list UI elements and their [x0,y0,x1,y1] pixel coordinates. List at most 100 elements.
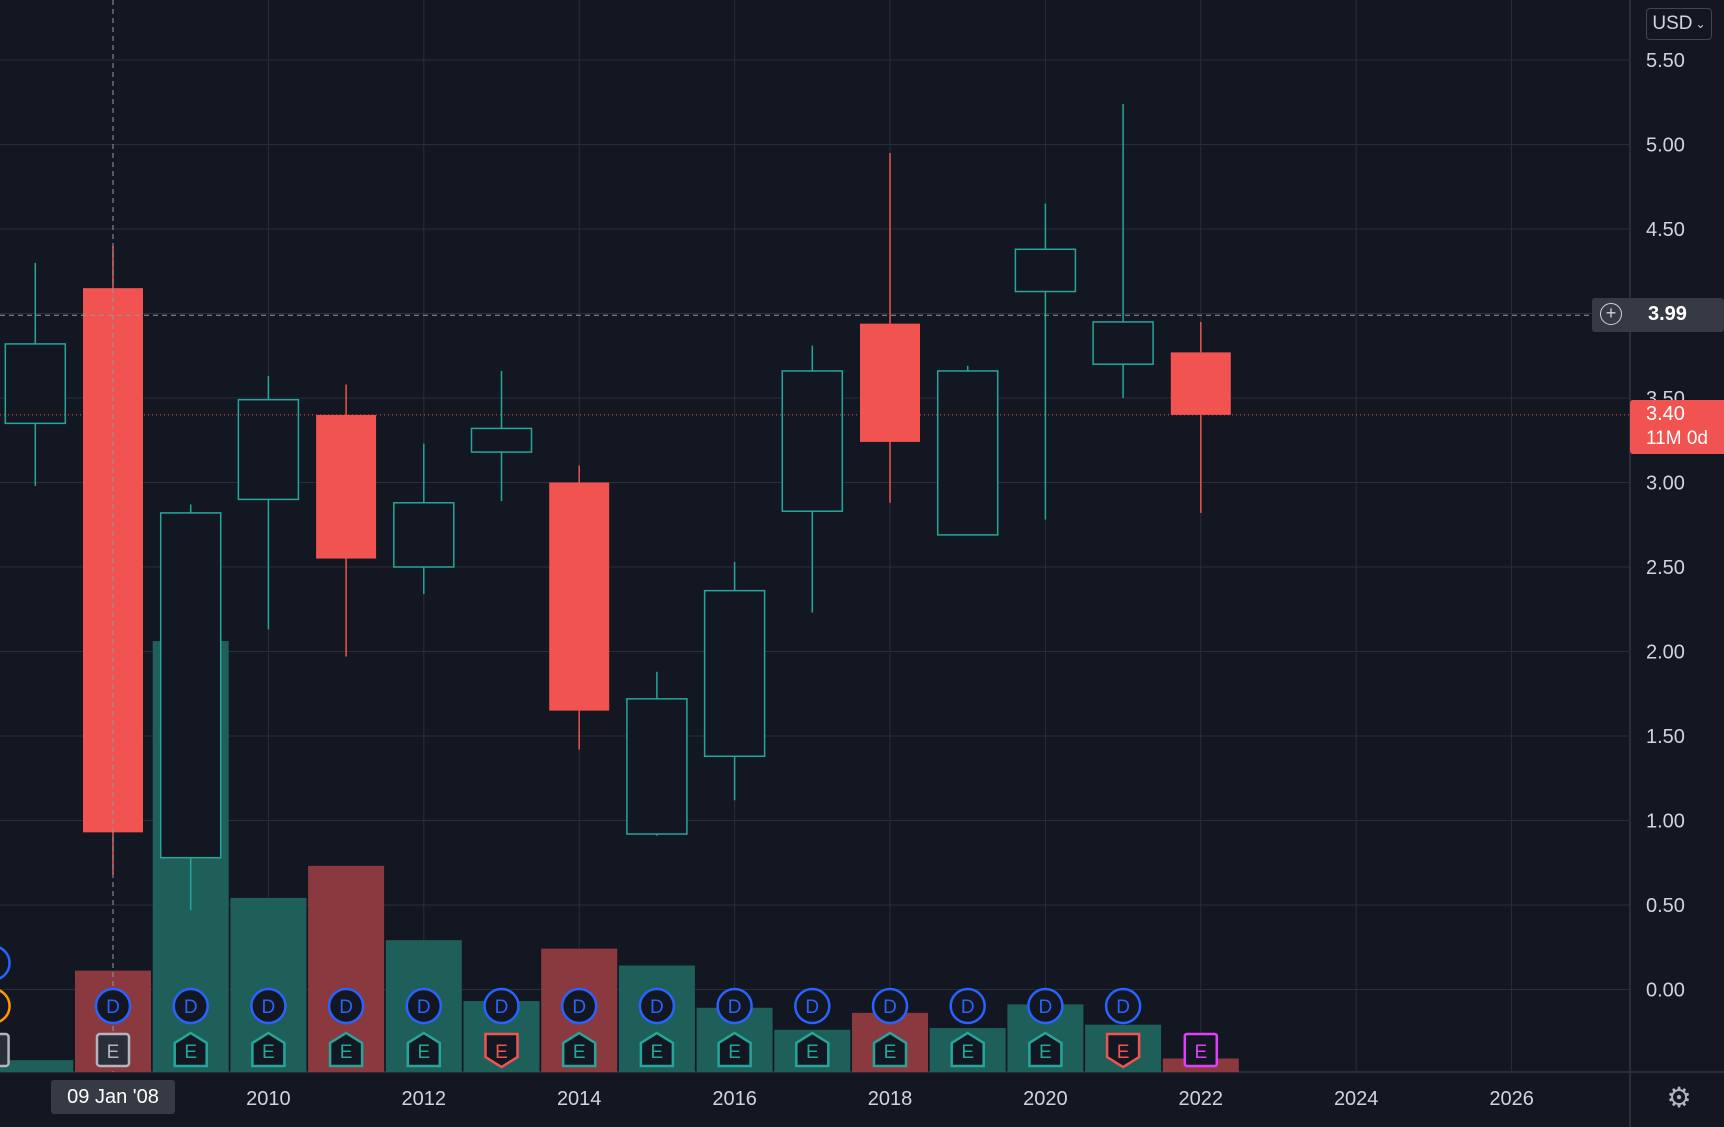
crosshair-price-tag[interactable]: + 3.99 [1592,298,1724,332]
candle[interactable] [860,152,920,503]
split-marker[interactable]: S [0,989,11,1023]
gear-icon[interactable]: ⚙ [1666,1082,1692,1113]
dividend-marker[interactable]: D [327,987,365,1025]
earnings-marker-label: E [806,1042,819,1063]
earnings-marker-label: E [1194,1042,1207,1063]
earnings-marker[interactable]: E [795,1031,830,1068]
dividend-marker-ring [172,987,209,1025]
dividend-marker-ring [871,987,909,1025]
dividend-marker[interactable]: D [405,987,443,1025]
dividend-marker-label: D [650,997,664,1018]
dividend-marker[interactable]: D [94,987,132,1025]
currency-label: USD [1652,13,1693,34]
dividend-marker[interactable]: D [250,987,287,1025]
earnings-marker-shape [639,1031,675,1068]
dividend-marker-ring [638,987,676,1025]
earnings-marker[interactable]: E [639,1031,675,1068]
candle[interactable] [316,384,377,657]
candle[interactable] [470,370,533,502]
dividend-marker[interactable]: D [172,987,209,1025]
dividend-marker-ring [405,987,443,1025]
earnings-marker[interactable]: E [950,1031,985,1068]
y-tick-label: 1.00 [1646,811,1685,833]
candle-body [781,370,844,512]
y-tick-label: 5.50 [1646,50,1685,72]
earnings-marker[interactable]: E [406,1031,442,1068]
earnings-marker[interactable]: E [561,1031,597,1068]
candle[interactable] [159,504,222,911]
x-tick-label: 2018 [868,1088,913,1110]
dividend-marker[interactable]: D [560,987,598,1025]
dividend-marker-label: D [1039,997,1053,1018]
dividend-marker-ring [794,987,831,1025]
dividend-marker-ring [327,987,365,1025]
dividend-marker[interactable]: D [1027,987,1064,1025]
dividend-marker-label: D [1116,997,1130,1018]
earnings-marker[interactable]: E [1183,1032,1219,1068]
earnings-marker-box [95,1032,131,1068]
candle[interactable] [781,345,844,613]
earnings-marker[interactable]: E [173,1031,208,1068]
earnings-marker-label: E [1039,1042,1052,1063]
dividend-marker[interactable]: D [483,987,520,1025]
earnings-marker-label: E [1117,1042,1130,1063]
candle[interactable] [936,365,999,536]
earnings-marker-label: E [728,1042,741,1063]
earnings-marker[interactable]: E [0,1032,10,1068]
dividend-marker[interactable]: D [949,987,986,1025]
dividend-marker-label: D [339,997,353,1018]
earnings-marker[interactable]: E [1105,1032,1141,1069]
earnings-marker[interactable]: E [328,1031,364,1068]
candle[interactable] [393,443,455,595]
earnings-marker-label: E [495,1042,508,1063]
earnings-marker[interactable]: E [251,1031,286,1068]
x-tick-label: 2012 [402,1088,447,1110]
candle-body [237,398,300,501]
bar-countdown: 11M 0d [1646,428,1708,449]
earnings-marker[interactable]: E [1028,1031,1063,1068]
earnings-marker-shape [950,1031,985,1068]
dividend-marker[interactable]: D [794,987,831,1025]
earnings-marker[interactable]: E [484,1032,519,1069]
earnings-marker-label: E [184,1042,197,1063]
earnings-marker-shape [484,1032,519,1069]
candle[interactable] [4,262,67,486]
earnings-marker[interactable]: E [717,1031,752,1068]
dividend-marker[interactable]: D [716,987,753,1025]
candle-body [1092,321,1154,365]
earnings-marker[interactable]: E [872,1031,908,1068]
dividend-marker[interactable]: D [0,946,11,980]
candle-body [549,482,610,711]
earnings-marker-shape [561,1031,597,1068]
y-tick-label: 2.00 [1646,642,1685,664]
earnings-marker[interactable]: E [95,1032,131,1068]
candle-body [626,698,688,835]
candle-body [1170,352,1231,415]
dividend-marker-ring [250,987,287,1025]
candle[interactable] [626,671,688,836]
candle[interactable] [1092,103,1154,398]
candle-body [1014,248,1077,293]
dividend-marker[interactable]: D [871,987,909,1025]
candle[interactable] [549,465,610,750]
dividend-marker[interactable]: D [638,987,676,1025]
y-tick-label: 2.50 [1646,557,1685,579]
candle[interactable] [1014,203,1077,520]
candle-body [703,589,766,758]
earnings-marker-label: E [961,1042,974,1063]
earnings-marker-label: E [340,1042,353,1063]
dividend-marker-label: D [262,997,276,1018]
earnings-marker-shape [328,1031,364,1068]
dividend-marker-ring [483,987,520,1025]
candle[interactable] [703,561,766,801]
candle[interactable] [1170,321,1231,513]
dividend-marker[interactable]: D [1104,987,1142,1025]
x-tick-label: 2010 [246,1088,291,1110]
event-markers: DDDDDDDDDDDDDDDSEEEEEEEEEEEEEEEE [0,946,1219,1069]
plus-circle-icon[interactable]: + [1600,303,1622,325]
dividend-marker-ring [560,987,598,1025]
dividend-marker-ring [94,987,132,1025]
candle[interactable] [237,376,300,630]
currency-selector[interactable]: USD ⌄ [1646,8,1712,40]
